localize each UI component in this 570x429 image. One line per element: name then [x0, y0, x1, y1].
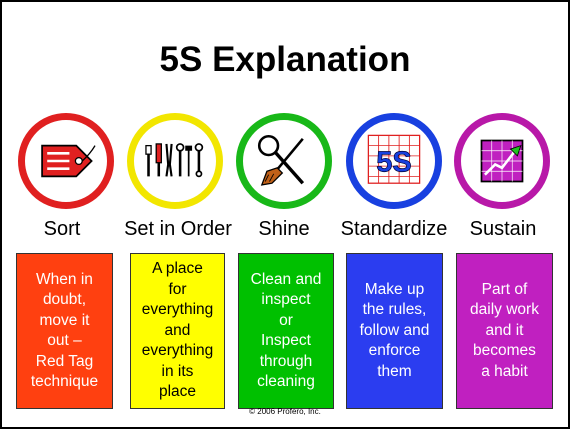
growth-chart-icon: [480, 139, 524, 183]
sort-circle: [18, 113, 114, 209]
set-in-order-circle: [127, 113, 223, 209]
step-label-set-in-order: Set in Order: [124, 218, 232, 240]
step-label-standardize: Standardize: [340, 218, 448, 240]
description-box-sort: When in doubt, move it out – Red Tag tec…: [16, 253, 113, 409]
5s-chart-text: 5S: [376, 146, 412, 178]
description-text-standardize: Make up the rules, follow and enforce th…: [359, 280, 430, 380]
step-label-sort: Sort: [43, 218, 81, 240]
step-label-shine: Shine: [258, 218, 310, 240]
page-title: 5S Explanation: [159, 40, 411, 79]
description-text-sustain: Part of daily work and it becomes a habi…: [470, 280, 539, 380]
red-tag-icon: [41, 144, 96, 178]
description-box-set-in-order: A place for everything and everything in…: [130, 253, 225, 409]
description-text-set-in-order: A place for everything and everything in…: [141, 260, 214, 401]
copyright-notice: © 2006 Profero, Inc.: [249, 407, 321, 416]
description-box-standardize: Make up the rules, follow and enforce th…: [346, 253, 443, 409]
tools-icon: [145, 143, 204, 178]
description-box-sustain: Part of daily work and it becomes a habi…: [456, 253, 553, 409]
sustain-circle: [454, 113, 550, 209]
step-label-sustain: Sustain: [469, 218, 537, 240]
magnifier-broom-icon: [257, 134, 305, 186]
description-text-sort: When in doubt, move it out – Red Tag tec…: [30, 270, 99, 391]
standardize-circle: 5S: [346, 113, 442, 209]
5s-chart-icon: 5S: [367, 134, 421, 184]
description-box-shine: Clean and inspect or Inspect through cle…: [238, 253, 334, 409]
description-text-shine: Clean and inspect or Inspect through cle…: [250, 270, 322, 391]
shine-circle: [236, 113, 332, 209]
